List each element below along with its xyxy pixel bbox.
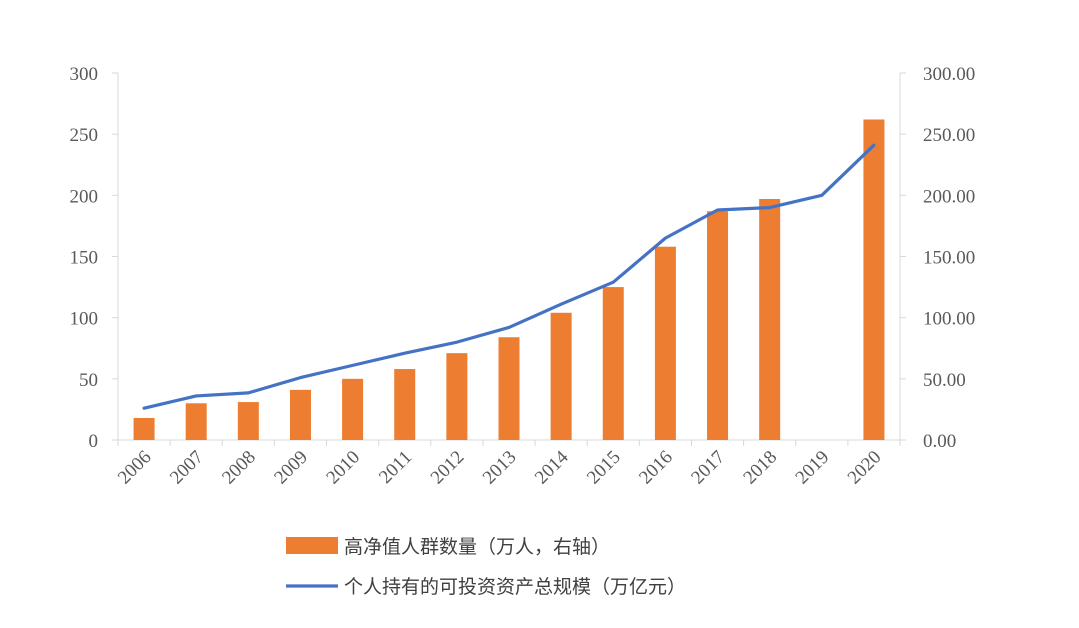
y-right-tick-label: 200.00 — [923, 186, 975, 207]
bar — [499, 337, 520, 440]
y-left-tick-label: 50 — [79, 370, 98, 391]
x-tick-label: 2011 — [375, 447, 416, 488]
y-left-tick-label: 300 — [70, 64, 99, 85]
y-left-tick-label: 100 — [70, 309, 99, 330]
bar — [551, 313, 572, 440]
x-tick-label: 2013 — [479, 447, 521, 489]
legend-swatch-bar — [286, 537, 338, 554]
bar — [655, 247, 676, 440]
x-tick-label: 2012 — [427, 447, 469, 489]
bar — [394, 369, 415, 440]
bar — [707, 211, 728, 440]
bar — [342, 379, 363, 440]
bar — [863, 119, 884, 440]
bar — [759, 199, 780, 440]
legend-label-line: 个人持有的可投资资产总规模（万亿元） — [344, 576, 686, 598]
x-tick-label: 2016 — [635, 447, 677, 489]
legend: 高净值人群数量（万人，右轴） 个人持有的可投资资产总规模（万亿元） — [286, 536, 686, 598]
legend-label-bar: 高净值人群数量（万人，右轴） — [344, 536, 610, 558]
y-right-tick-label: 300.00 — [923, 64, 975, 85]
y-right-tick-label: 0.00 — [923, 431, 956, 452]
bar — [290, 390, 311, 440]
x-tick-label: 2014 — [531, 446, 573, 488]
y-left-tick-label: 250 — [70, 125, 99, 146]
y-left-tick-label: 150 — [70, 248, 99, 269]
x-tick-label: 2015 — [583, 447, 625, 489]
y-right-tick-label: 150.00 — [923, 248, 975, 269]
y-right-tick-label: 50.00 — [923, 370, 966, 391]
x-tick-label: 2018 — [739, 447, 781, 489]
bar — [186, 403, 207, 440]
bar — [603, 287, 624, 440]
x-tick-label: 2006 — [114, 447, 156, 489]
y-left-tick-label: 0 — [89, 431, 99, 452]
bar — [238, 402, 259, 440]
x-tick-label: 2019 — [792, 447, 834, 489]
x-tick-label: 2009 — [270, 447, 312, 489]
x-tick-label: 2008 — [218, 447, 260, 489]
x-tick-label: 2017 — [687, 447, 729, 489]
bar — [134, 418, 155, 440]
x-tick-label: 2020 — [844, 447, 886, 489]
x-tick-label: 2007 — [166, 447, 208, 489]
y-right-tick-label: 100.00 — [923, 309, 975, 330]
bar — [446, 353, 467, 440]
x-tick-label: 2010 — [322, 447, 364, 489]
y-left-tick-label: 200 — [70, 186, 99, 207]
y-right-tick-label: 250.00 — [923, 125, 975, 146]
